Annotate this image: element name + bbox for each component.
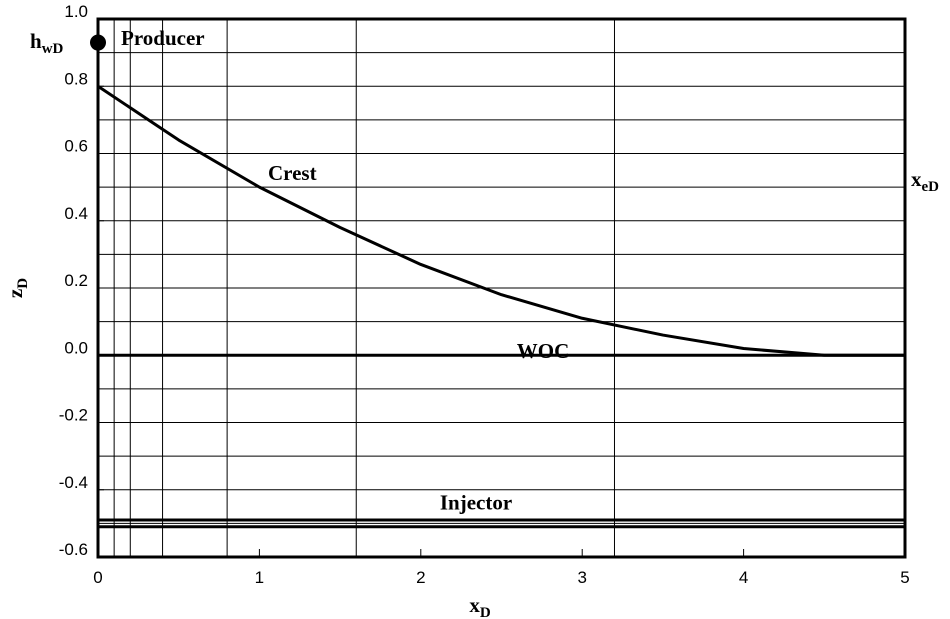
- x-axis-label-sub: D: [480, 605, 491, 619]
- boundary-label-sub: eD: [922, 179, 940, 195]
- x-tick-label: 2: [416, 568, 425, 587]
- producer-depth-sub: wD: [42, 41, 64, 57]
- y-tick-label: -0.2: [59, 406, 88, 425]
- producer-depth-base: h: [30, 29, 42, 53]
- plot-frame: [96, 17, 907, 559]
- y-tick-label: 0.2: [64, 271, 88, 290]
- y-tick-label: 0.8: [64, 69, 88, 88]
- x-tick-label: 0: [93, 568, 102, 587]
- x-axis-label-base: x: [469, 593, 480, 617]
- x-tick-label: 1: [255, 568, 264, 587]
- boundary-label-base: x: [911, 167, 922, 191]
- reference-line-label: WOC: [517, 339, 570, 363]
- y-tick-label: 1.0: [64, 2, 88, 21]
- producer-depth-label: hwD: [30, 29, 64, 57]
- boundary-label: xeD: [911, 167, 939, 195]
- y-axis-label-sub: D: [15, 278, 31, 289]
- y-tick-label: 0.0: [64, 338, 88, 357]
- x-tick-label: 4: [739, 568, 748, 587]
- y-axis-label: zD: [3, 278, 31, 298]
- y-tick-label: -0.6: [59, 540, 88, 559]
- series-label: Crest: [268, 161, 317, 185]
- x-tick-label: 5: [900, 568, 909, 587]
- x-axis-label: xD: [469, 593, 491, 619]
- y-tick-label: 0.4: [64, 204, 88, 223]
- y-tick-label: -0.4: [59, 473, 88, 492]
- y-axis-label-base: z: [3, 289, 27, 298]
- y-tick-label: 0.6: [64, 137, 88, 156]
- reference-line-label: Injector: [440, 490, 512, 514]
- x-tick-label: 3: [577, 568, 586, 587]
- series-line: [97, 85, 905, 357]
